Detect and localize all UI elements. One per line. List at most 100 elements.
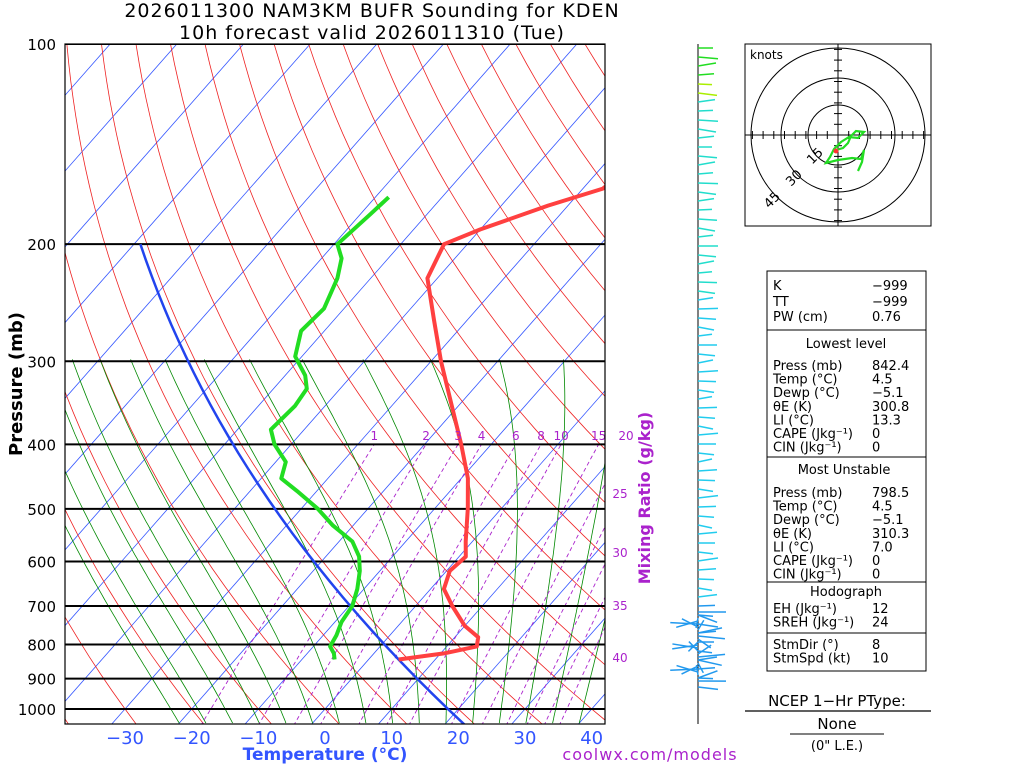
mixing-ratio-axis-label: Mixing Ratio (g/kg) bbox=[635, 412, 654, 584]
plot-frame bbox=[64, 43, 606, 725]
dry-adiabat-line bbox=[515, 44, 605, 186]
moist-adiabat-line bbox=[203, 359, 367, 724]
pressure-tick-label: 100 bbox=[27, 36, 56, 54]
y-axis-label: Pressure (mb) bbox=[6, 312, 27, 456]
wind-barb bbox=[697, 128, 717, 133]
dry-adiabat-lines bbox=[65, 44, 605, 724]
moist-adiabat-line bbox=[498, 359, 518, 724]
moist-adiabat-line bbox=[578, 617, 605, 724]
moist-adiabat-lines bbox=[65, 359, 605, 724]
isotherm-lines bbox=[65, 44, 605, 724]
wind-barb bbox=[697, 557, 719, 562]
wind-barb bbox=[697, 227, 716, 232]
dry-adiabat-line bbox=[135, 44, 543, 724]
wind-barb bbox=[697, 218, 718, 221]
wind-barb bbox=[688, 641, 699, 652]
mixing-ratio-label: 25 bbox=[612, 487, 627, 501]
x-axis-label: Temperature (°C) bbox=[243, 745, 408, 765]
dry-adiabat-line bbox=[342, 44, 605, 450]
indices-panel: K −999 TT −999 PW (cm) 0.76 Lowest level… bbox=[766, 270, 927, 672]
lowest-level-label: CIN (Jkg⁻¹) bbox=[773, 441, 842, 456]
dry-adiabat-line bbox=[170, 44, 605, 721]
lowest-level-value: 842.4 bbox=[872, 359, 909, 374]
hodograph-trace bbox=[823, 129, 867, 172]
most-unstable-value: −5.1 bbox=[872, 513, 904, 528]
dry-adiabat-line bbox=[308, 44, 605, 503]
hodograph-units-label: knots bbox=[750, 48, 783, 62]
pressure-tick-label: 900 bbox=[27, 671, 56, 689]
temperature-tick-label: −30 bbox=[106, 728, 144, 749]
wind-barb bbox=[697, 604, 716, 607]
wind-barb bbox=[697, 326, 715, 331]
storm-motion-label: StmDir (°) bbox=[773, 638, 839, 653]
wind-barb bbox=[697, 98, 716, 103]
wind-barb bbox=[697, 317, 717, 320]
lowest-level-label: CAPE (Jkg⁻¹) bbox=[773, 427, 853, 442]
wind-barb bbox=[697, 92, 718, 97]
wind-barb bbox=[697, 56, 719, 60]
temperature-tick-label: 40 bbox=[580, 728, 603, 749]
moist-adiabat-line bbox=[99, 359, 287, 724]
moist-adiabat-line bbox=[301, 359, 420, 724]
wind-barb bbox=[697, 425, 714, 430]
mixing-ratio-label: 3 bbox=[454, 429, 462, 443]
chart-title-line1: 2026011300 NAM3KM BUFR Sounding for KDEN bbox=[124, 0, 619, 22]
wind-barb bbox=[697, 531, 718, 535]
wind-barb bbox=[697, 353, 716, 357]
mixing-ratio-line bbox=[451, 444, 599, 724]
temperature-tick-label: 0 bbox=[319, 728, 330, 749]
wind-barb bbox=[697, 644, 712, 655]
wind-barb bbox=[697, 73, 715, 76]
isotherm-line bbox=[65, 87, 605, 703]
pressure-tick-label: 300 bbox=[27, 353, 56, 371]
mixing-ratio-label: 6 bbox=[512, 429, 520, 443]
wind-barb bbox=[697, 119, 719, 122]
most-unstable-label: LI (°C) bbox=[773, 540, 814, 555]
most-unstable-value: 0 bbox=[872, 554, 880, 569]
hodograph-storm-marker bbox=[833, 148, 839, 154]
most-unstable-label: Temp (°C) bbox=[772, 500, 838, 515]
isotherm-line bbox=[65, 44, 378, 399]
most-unstable-value: 0 bbox=[872, 568, 880, 583]
wind-barb bbox=[697, 650, 713, 654]
dry-adiabat-line bbox=[204, 44, 605, 666]
moist-adiabat-line bbox=[164, 359, 340, 724]
wind-barb bbox=[697, 551, 714, 555]
wind-barb bbox=[697, 653, 726, 658]
mixing-ratio-label: 2 bbox=[422, 429, 430, 443]
dry-adiabat-line bbox=[411, 44, 605, 345]
moist-adiabat-line bbox=[65, 524, 180, 724]
wind-barb bbox=[697, 593, 718, 598]
parcel-path bbox=[139, 243, 466, 724]
pressure-tick-label: 400 bbox=[27, 436, 56, 454]
temperature-tick-label: 10 bbox=[380, 728, 403, 749]
pressure-tick-labels: 100 200 300 400 500 600 700 800 900 1000 bbox=[18, 36, 56, 719]
wind-barb bbox=[697, 395, 713, 400]
wind-barb bbox=[697, 677, 714, 680]
wind-barb bbox=[697, 619, 705, 631]
isotherm-line bbox=[65, 44, 578, 627]
mixing-ratio-label: 4 bbox=[478, 429, 486, 443]
wind-barb bbox=[697, 109, 714, 112]
wind-barb bbox=[697, 656, 718, 661]
most-unstable-value: 7.0 bbox=[872, 540, 893, 555]
most-unstable-value: 4.5 bbox=[872, 500, 893, 515]
wind-barb bbox=[697, 659, 722, 667]
wind-barb bbox=[697, 172, 714, 175]
wind-barb bbox=[697, 197, 715, 202]
mixing-ratio-line bbox=[409, 444, 562, 724]
dry-adiabat-line bbox=[480, 44, 605, 239]
dewpoint-profile bbox=[268, 195, 391, 660]
isotherm-line bbox=[65, 44, 511, 551]
wind-barb bbox=[697, 469, 718, 472]
pw-label: PW (cm) bbox=[773, 310, 828, 325]
wind-barb bbox=[697, 161, 716, 166]
moist-adiabat-line bbox=[552, 460, 605, 724]
dry-adiabat-line bbox=[273, 44, 605, 557]
wind-barb bbox=[697, 333, 713, 337]
mixing-ratio-label: 15 bbox=[591, 429, 606, 443]
pressure-tick-label: 700 bbox=[27, 598, 56, 616]
most-unstable-label: CAPE (Jkg⁻¹) bbox=[773, 554, 853, 569]
lowest-level-value: 13.3 bbox=[872, 413, 901, 428]
hodograph-stat-value: 12 bbox=[872, 602, 889, 617]
